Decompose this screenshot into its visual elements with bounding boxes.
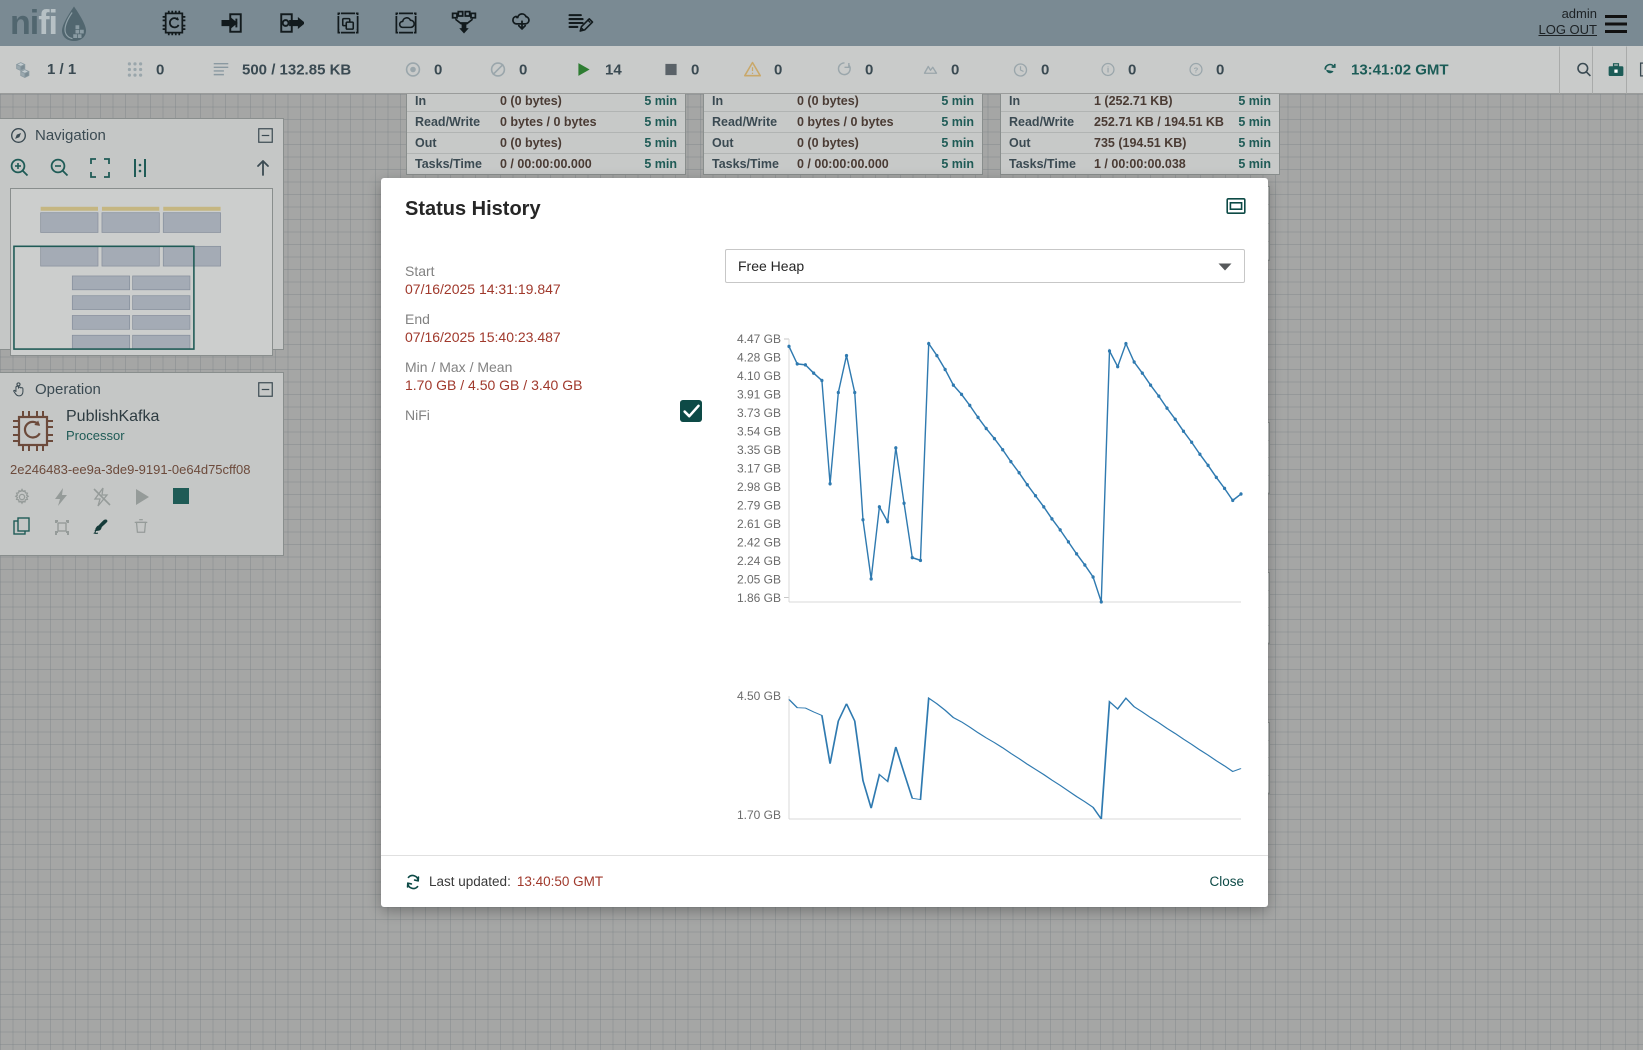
svg-text:i: i bbox=[1107, 64, 1109, 74]
svg-text:2.61 GB: 2.61 GB bbox=[737, 517, 781, 531]
svg-text:3.73 GB: 3.73 GB bbox=[737, 406, 781, 420]
svg-text:4.10 GB: 4.10 GB bbox=[737, 369, 781, 383]
svg-text:3.17 GB: 3.17 GB bbox=[737, 462, 781, 476]
svg-text:1.86 GB: 1.86 GB bbox=[737, 591, 781, 605]
svg-text:2.24 GB: 2.24 GB bbox=[737, 554, 781, 568]
svg-text:3.91 GB: 3.91 GB bbox=[737, 388, 781, 402]
svg-text:2.98 GB: 2.98 GB bbox=[737, 480, 781, 494]
svg-text:?: ? bbox=[1194, 65, 1199, 74]
svg-text:3.35 GB: 3.35 GB bbox=[737, 443, 781, 457]
svg-text:3.54 GB: 3.54 GB bbox=[737, 425, 781, 439]
svg-text:2.42 GB: 2.42 GB bbox=[737, 536, 781, 550]
svg-text:2.05 GB: 2.05 GB bbox=[737, 573, 781, 587]
svg-text:4.28 GB: 4.28 GB bbox=[737, 351, 781, 365]
svg-text:4.50 GB: 4.50 GB bbox=[737, 689, 781, 703]
svg-text:2.79 GB: 2.79 GB bbox=[737, 499, 781, 513]
svg-text:4.47 GB: 4.47 GB bbox=[737, 332, 781, 346]
svg-text:1.70 GB: 1.70 GB bbox=[737, 808, 781, 822]
